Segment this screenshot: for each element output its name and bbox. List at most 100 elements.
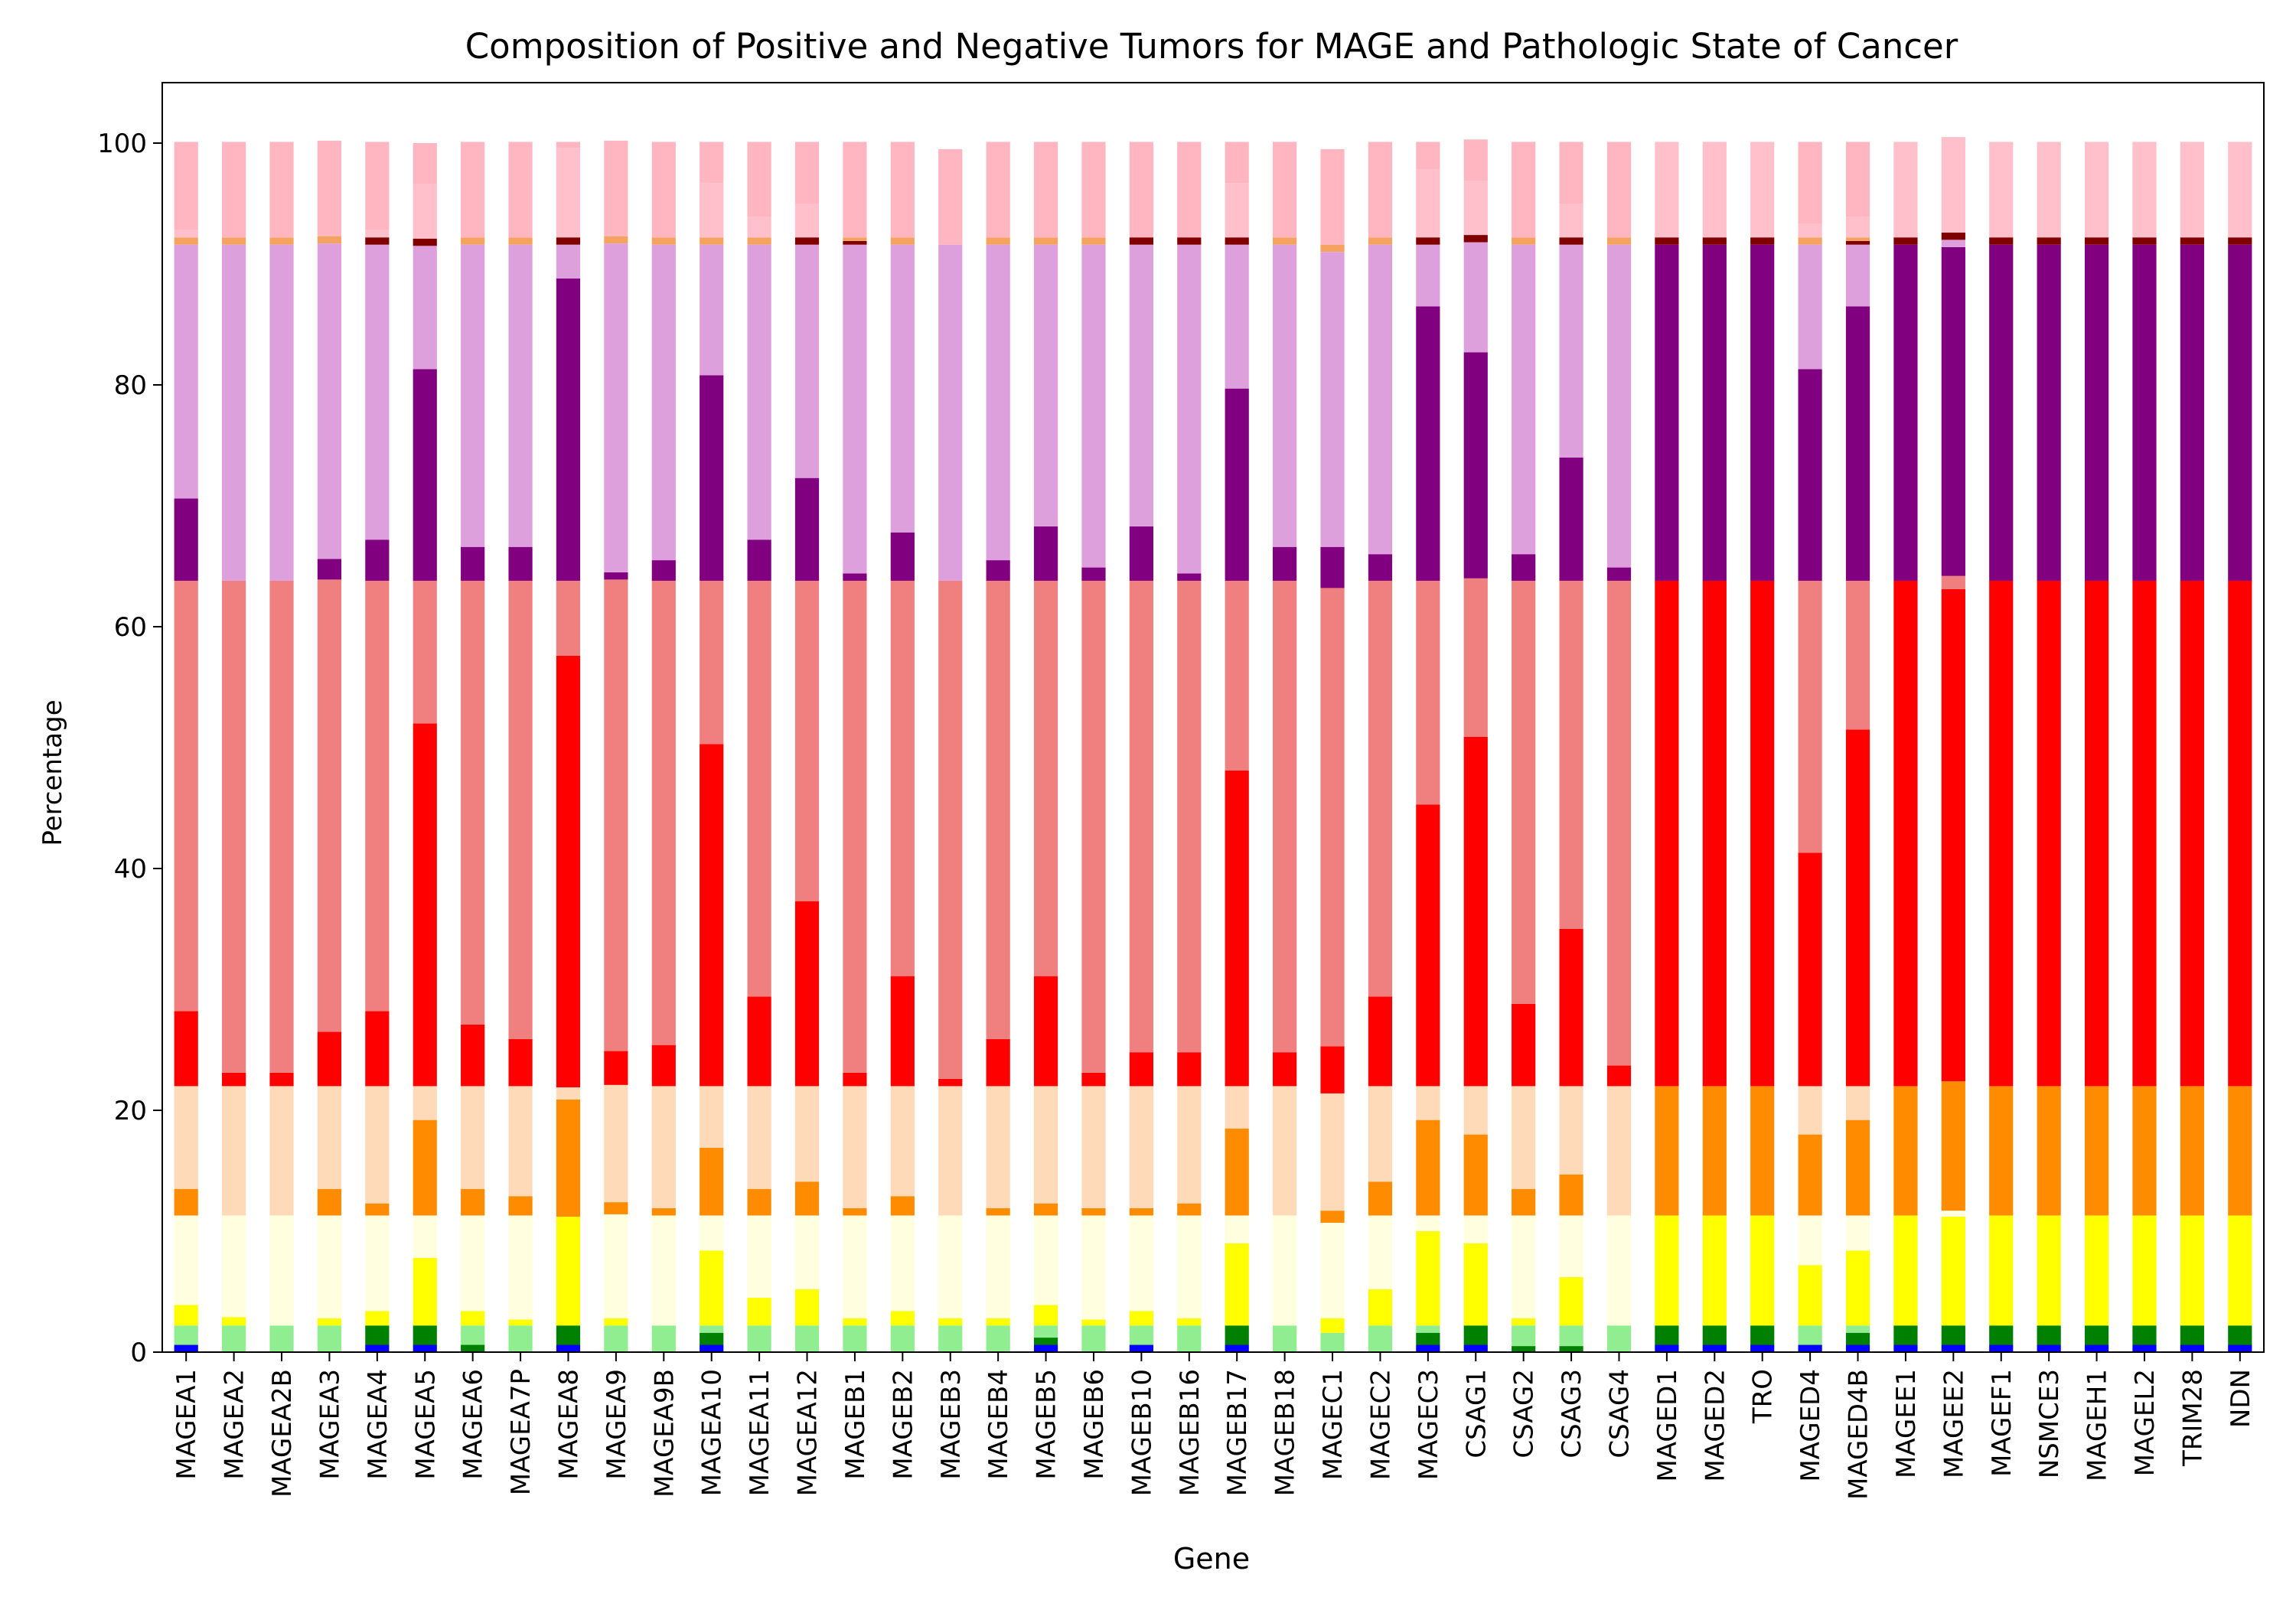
bar-segment [1368,1289,1393,1326]
bar-segment [1368,580,1393,997]
bar-segment [413,238,437,246]
bar-segment [1606,1215,1632,1326]
bar-segment [1225,1128,1249,1216]
bar-segment [413,246,437,370]
bar-segment [1177,244,1202,574]
bar-segment [1320,588,1345,1047]
bar-segment [1702,1344,1727,1352]
bar-segment [556,580,581,656]
bar-segment [1225,1243,1249,1326]
bar-segment [651,1325,676,1352]
bar-segment [1989,580,2014,1087]
bar-segment [1559,929,1583,1087]
bar-segment [1463,1325,1488,1345]
bar-segment [700,1325,724,1333]
bar-segment [1606,1086,1632,1216]
bar-segment [1177,1318,1202,1326]
bar-segment [269,1073,294,1087]
x-tick-label: MAGEB16 [1175,1369,1205,1496]
y-tick-label: 80 [114,370,147,401]
bar-segment [413,1344,437,1352]
bar-segment [508,1215,533,1320]
bar-segment [1750,142,1775,238]
bar-segment [604,1051,628,1085]
bar-segment [317,559,342,580]
bar-segment [1463,139,1488,181]
bar-segment [747,237,771,245]
bar-segment [1512,1188,1536,1216]
bar-segment [413,723,437,1087]
bar-segment [2180,142,2204,238]
bar-segment [461,142,485,238]
bar-segment [986,237,1010,245]
bar-segment [1845,1120,1870,1216]
bar-segment [700,744,724,1087]
bar-segment [700,375,724,581]
bar-segment [174,142,198,230]
bar-segment [1655,580,1679,1087]
bar-segment [1941,589,1965,1082]
bar-segment [651,244,676,561]
bar-segment [1129,1344,1153,1352]
bar-segment [1798,1325,1822,1345]
bar-segment [317,1215,342,1318]
bar-segment [1798,223,1822,238]
bar-segment [1368,237,1393,245]
bar-segment [843,1215,867,1318]
bar-segment [1129,1215,1153,1312]
bar-segment [986,1208,1010,1216]
bar-segment [1081,244,1106,568]
bar-segment [700,1086,724,1148]
bar-segment [1177,1086,1202,1204]
bar-segment [2228,244,2252,581]
bar-segment [1941,575,1965,590]
bar-segment [1512,244,1536,555]
bar-segment [1033,244,1058,526]
bar-segment [1845,1332,1870,1345]
bar-segment [1606,1065,1632,1087]
bar-segment [700,1147,724,1216]
bar-segment [413,143,437,184]
bar-segment [413,1215,437,1258]
bar-segment [1463,1134,1488,1216]
bar-segment [1941,232,1965,240]
bar-segment [890,1086,915,1197]
bar-segment [1655,1086,1679,1216]
bar-segment [1512,1086,1536,1189]
y-tick-label: 40 [114,854,147,885]
bar-segment [651,1045,676,1087]
bar-segment [1989,1086,2014,1216]
bar-segment [508,1196,533,1216]
bar-segment [1081,142,1106,238]
bar-segment [1129,526,1153,581]
bar-segment [1559,1215,1583,1278]
bar-segment [1845,217,1870,238]
x-tick-label: MAGEA2 [220,1369,250,1480]
bar-segment [269,1325,294,1352]
bar-segment [2132,580,2157,1087]
bar-segment [413,1257,437,1326]
bar-segment [938,244,963,581]
bar-segment [1033,142,1058,238]
bar-segment [1225,771,1249,1087]
bar-segment [1033,1325,1058,1338]
x-tick-label: MAGED2 [1700,1369,1730,1482]
bar-segment [508,244,533,547]
bar-segment [365,1203,390,1216]
bar-segment [1845,1250,1870,1326]
x-tick-label: MAGEH1 [2082,1369,2113,1481]
bar-segment [1416,1231,1440,1326]
bar-segment [1320,1222,1345,1318]
bar-segment [890,532,915,581]
bar-segment [1081,1086,1106,1208]
bar-segment [365,142,390,230]
bar-segment [508,1086,533,1197]
bar-segment [843,142,867,238]
bar-segment [747,1086,771,1189]
bar-segment [1989,142,2014,238]
bar-segment [1177,580,1202,1053]
bar-segment [508,546,533,581]
bar-segment [890,244,915,533]
axes-layer: 0 20 40 60 80 100 MAGEA1 MAGEA2 MAGEA2B MAGEA3 MAG… [97,82,2265,1500]
